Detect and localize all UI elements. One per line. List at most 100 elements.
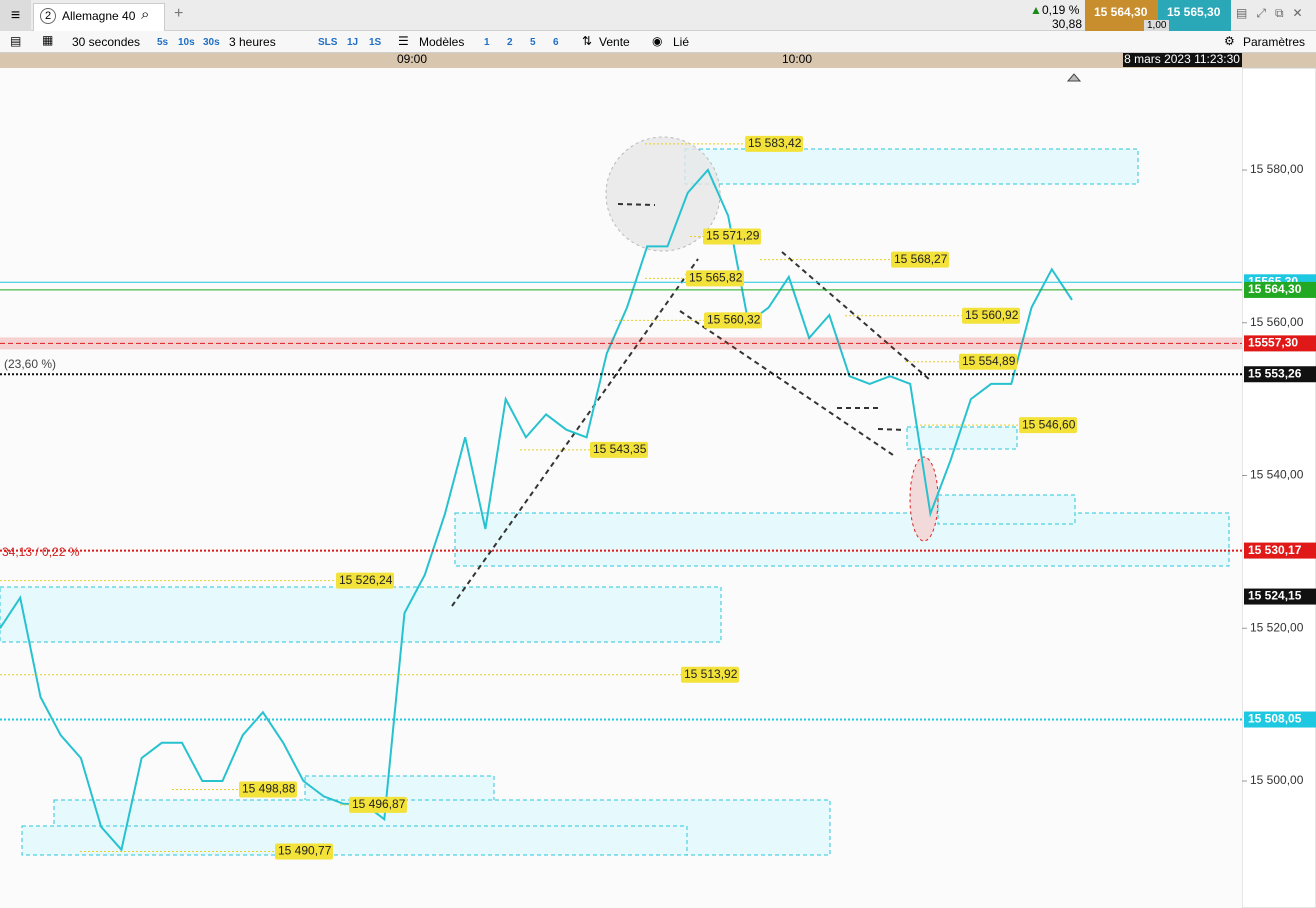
price-label: 15 560,92	[965, 308, 1019, 322]
level-label: 15 530,17	[1248, 543, 1302, 557]
level-box	[1244, 366, 1316, 383]
price-axis	[1241, 67, 1316, 908]
change-arrow: ▲	[1030, 3, 1042, 17]
sell-price: 15 564,30	[1094, 5, 1148, 19]
toolbar: ▤ ▦ 30 secondes 5s 10s 30s 3 heures SLS …	[0, 31, 1316, 53]
settings-icon: ⚙	[1224, 34, 1235, 48]
zone	[21, 825, 688, 856]
price-label: 15 513,92	[684, 667, 738, 681]
settings[interactable]: Paramètres	[1243, 35, 1306, 49]
y-tick-label: 15 520,00	[1250, 620, 1304, 634]
sell-icon: ⇅	[582, 34, 593, 48]
price-label: 15 583,42	[748, 136, 802, 150]
timestamp-box	[1123, 53, 1242, 67]
price-label-box	[686, 270, 744, 287]
price-label: 15 571,29	[706, 229, 760, 243]
slot[interactable]: 1	[484, 37, 490, 48]
price-label: 15 498,88	[242, 782, 296, 796]
slot[interactable]: 6	[553, 37, 559, 48]
add-tab[interactable]: +	[174, 5, 184, 22]
price-label-box	[891, 251, 949, 268]
level-box	[1244, 335, 1316, 352]
quick-period[interactable]: 30s	[203, 37, 220, 48]
list-icon[interactable]: ▤	[10, 34, 22, 48]
trend-line	[781, 251, 931, 381]
level-box	[1244, 281, 1316, 298]
price-label-box	[704, 312, 762, 329]
slot[interactable]: 5	[530, 37, 536, 48]
y-tick-label: 15 580,00	[1250, 162, 1304, 176]
price-label: 15 568,27	[894, 252, 948, 266]
price-label: 15 543,35	[593, 442, 647, 456]
models-icon: ☰	[398, 34, 409, 48]
zone	[906, 426, 1018, 450]
zone	[937, 494, 1076, 525]
tab-number: 2	[40, 8, 56, 24]
buy-box[interactable]	[1158, 0, 1231, 31]
slot[interactable]: 2	[507, 37, 513, 48]
layout-icon[interactable]: ▦	[42, 33, 54, 47]
trend-line	[679, 310, 894, 456]
level-label: 15 564,30	[1248, 282, 1302, 296]
menu-button[interactable]: ≡	[0, 0, 31, 31]
level-box	[1244, 542, 1316, 559]
y-tick-label: 15 500,00	[1250, 773, 1304, 787]
price-label-box	[1019, 417, 1077, 434]
chart: (23,60 %) 34,13 / 0,22 % 09:00 10:00 8 m…	[0, 53, 1316, 908]
change-points: 30,88	[1052, 17, 1083, 31]
price-label: 15 565,82	[689, 270, 743, 284]
price-label-box	[959, 353, 1017, 370]
zone	[454, 512, 1230, 567]
models[interactable]: Modèles	[419, 35, 465, 49]
highlight-circle	[605, 136, 721, 252]
price-label-box	[681, 666, 739, 683]
level-label: 15 553,26	[1248, 366, 1302, 380]
zones	[0, 148, 1230, 856]
price-label-box	[703, 228, 761, 245]
x-tick-label: 10:00	[782, 53, 812, 66]
price-label: 15 546,60	[1022, 417, 1076, 431]
quick-period[interactable]: 5s	[157, 37, 169, 48]
level-box	[1244, 588, 1316, 605]
level-label: 15 524,15	[1248, 589, 1302, 603]
price-label: 15 554,89	[962, 354, 1016, 368]
quick-period[interactable]: 10s	[178, 37, 195, 48]
x-tick-label: 09:00	[397, 53, 427, 66]
price-label-box	[745, 135, 803, 152]
link[interactable]: Lié	[673, 35, 690, 49]
level-label: 15557,30	[1248, 336, 1298, 350]
quick-range[interactable]: 1J	[347, 37, 359, 48]
price-label: 15 490,77	[278, 844, 332, 858]
change-percent: 0,19 %	[1042, 3, 1080, 17]
sell-mode[interactable]: Vente	[599, 35, 630, 49]
scroll-marker[interactable]	[1066, 73, 1082, 82]
trend-line	[877, 428, 906, 431]
price-label: 15 560,32	[707, 313, 761, 327]
timestamp: 8 mars 2023 11:23:30	[1124, 53, 1240, 66]
tab-title: Allemagne 40	[62, 9, 136, 23]
quick-range[interactable]: SLS	[318, 37, 338, 48]
search-icon[interactable]: ⌕	[141, 6, 150, 23]
buy-price: 15 565,30	[1167, 5, 1221, 19]
range[interactable]: 3 heures	[229, 35, 276, 49]
zone	[684, 148, 1139, 185]
price-line	[0, 168, 1073, 852]
link-icon: ◉	[652, 34, 663, 48]
spread: 1,00	[1144, 20, 1170, 31]
period[interactable]: 30 secondes	[72, 35, 141, 49]
time-axis	[0, 53, 1316, 68]
highlight-ellipse	[909, 456, 939, 542]
window-controls[interactable]: ▤⤢⧉✕	[1236, 6, 1312, 20]
trend-line	[617, 203, 656, 206]
y-tick-label: 15 540,00	[1250, 468, 1304, 482]
price-label: 15 496,87	[352, 797, 406, 811]
trend-lines	[451, 203, 931, 607]
price-label-box	[349, 796, 407, 813]
top-bar: ≡ 2 Allemagne 40 ⌕ + ▲ 0,19 % 30,88 15 5…	[0, 0, 1316, 31]
fibo-label: (23,60 %)	[4, 357, 56, 371]
quick-range[interactable]: 1S	[369, 37, 382, 48]
price-label-box	[239, 781, 297, 798]
price-label-box	[336, 572, 394, 589]
